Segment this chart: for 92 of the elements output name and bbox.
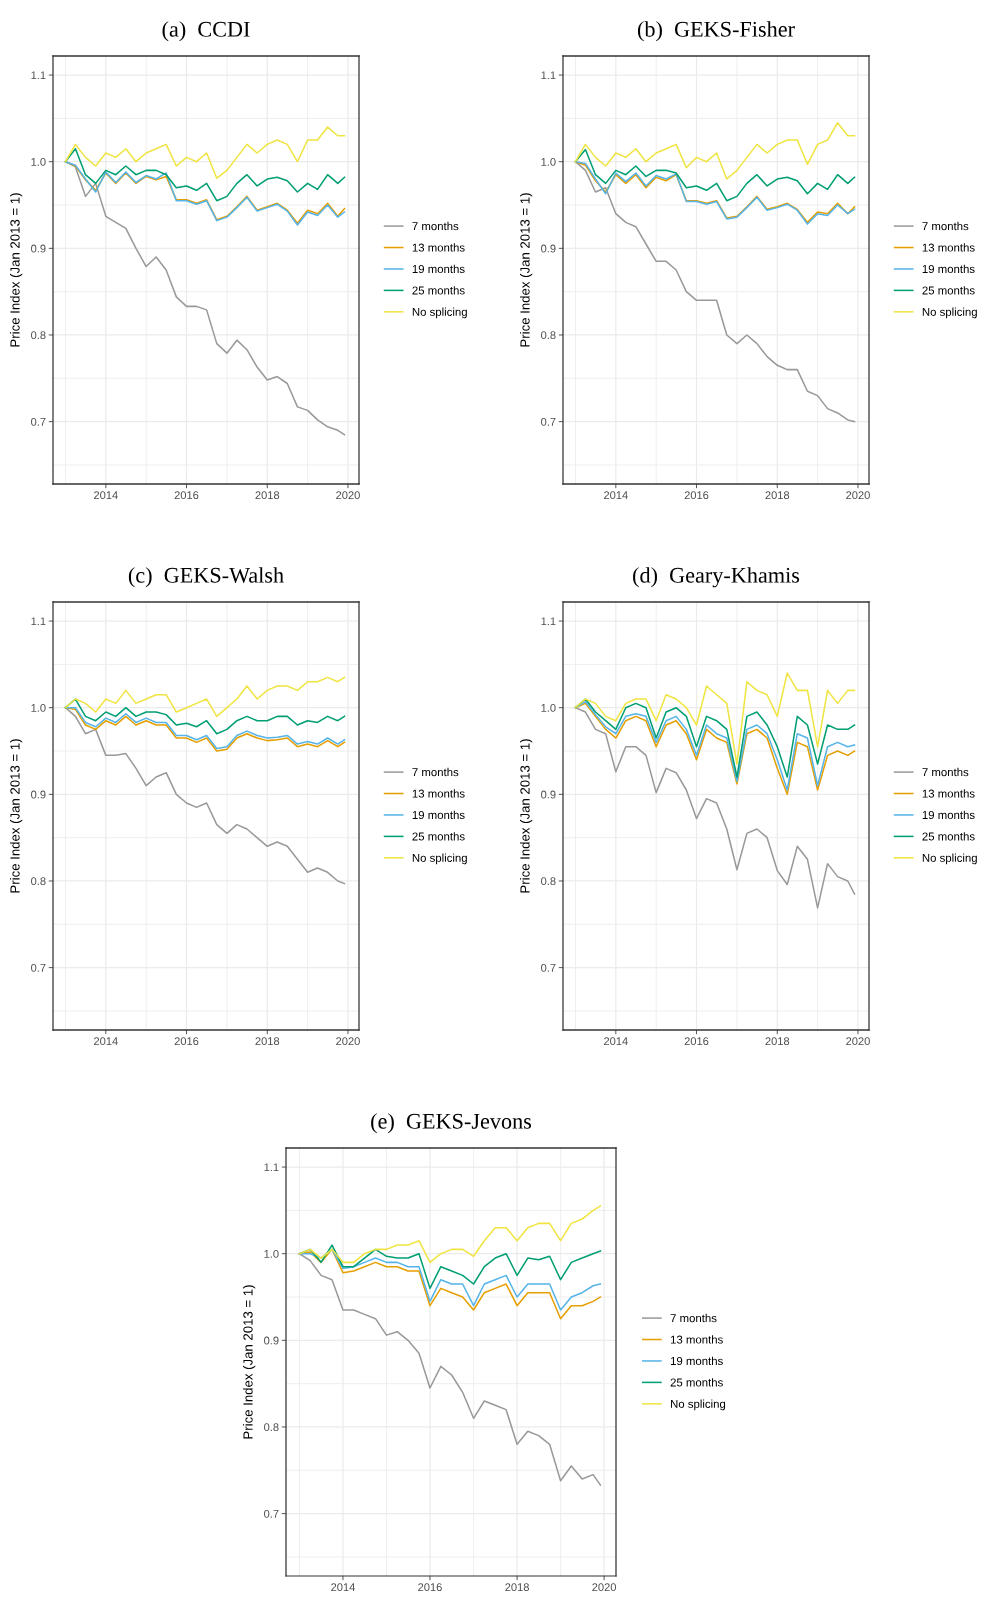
line-series: [64, 126, 346, 179]
y-axis-title: Price Index (Jan 2013 = 1): [519, 193, 533, 347]
y-tick-label: 0.8: [541, 877, 556, 886]
x-tick-label: 2020: [592, 1583, 617, 1592]
x-tick-label: 2014: [604, 1037, 628, 1046]
y-tick-label: 0.9: [31, 790, 46, 799]
y-axis-title: Price Index (Jan 2013 = 1): [519, 739, 533, 893]
y-tick-label: 1.1: [541, 71, 556, 80]
y-tick-label: 0.9: [541, 790, 556, 799]
legend-label: No splicing: [922, 307, 977, 319]
legend-label: 25 months: [412, 832, 465, 841]
x-tick-label: 2018: [255, 1037, 280, 1046]
legend-label: 7 months: [412, 767, 459, 777]
legend-label: No splicing: [412, 853, 467, 865]
y-tick-label: 0.7: [541, 417, 556, 426]
x-tick-label: 2020: [336, 1037, 360, 1046]
legend-label: 19 months: [922, 264, 975, 274]
y-tick-label: 0.9: [541, 244, 556, 253]
line-series: [64, 706, 346, 885]
y-tick-label: 1.1: [264, 1163, 279, 1172]
y-tick-label: 0.8: [541, 331, 556, 340]
y-tick-label: 0.7: [541, 963, 556, 972]
legend-label: 7 months: [670, 1313, 717, 1323]
legend-label: 25 months: [412, 286, 465, 295]
y-tick-label: 1.0: [264, 1249, 279, 1258]
y-tick-label: 1.1: [31, 71, 46, 80]
y-tick-label: 0.8: [31, 331, 46, 340]
legend-label: 25 months: [922, 832, 975, 841]
legend-label: 13 months: [922, 243, 975, 252]
y-tick-label: 0.7: [31, 417, 46, 426]
chart-title: (b) GEKS-Fisher: [637, 21, 795, 42]
chart-title: (a) CCDI: [162, 21, 250, 42]
legend-label: 19 months: [412, 264, 465, 274]
x-tick-label: 2018: [765, 1037, 790, 1046]
legend-label: No splicing: [922, 853, 977, 865]
y-tick-label: 1.0: [31, 703, 46, 712]
x-tick-label: 2020: [336, 491, 360, 500]
legend-label: No splicing: [671, 1399, 726, 1411]
y-tick-label: 1.1: [541, 617, 556, 626]
legend-label: 25 months: [922, 286, 975, 295]
line-series: [574, 706, 856, 909]
x-tick-label: 2018: [255, 491, 280, 500]
y-axis-title: Price Index (Jan 2013 = 1): [242, 1285, 256, 1439]
x-tick-label: 2020: [846, 1037, 870, 1046]
y-tick-label: 0.9: [264, 1336, 279, 1345]
y-tick-label: 0.7: [264, 1509, 279, 1518]
legend-label: 13 months: [922, 789, 975, 798]
legend-label: 7 months: [412, 221, 459, 231]
x-tick-label: 2014: [331, 1583, 355, 1592]
line-series: [298, 1252, 602, 1486]
legend-label: 13 months: [670, 1335, 723, 1344]
x-tick-label: 2016: [174, 491, 199, 500]
legend-label: 13 months: [412, 243, 465, 252]
y-tick-label: 0.7: [31, 963, 46, 972]
chart-title: (c) GEKS-Walsh: [128, 567, 284, 588]
line-series: [64, 147, 346, 202]
legend-label: 19 months: [670, 1356, 723, 1366]
y-tick-label: 1.0: [541, 703, 556, 712]
y-tick-label: 1.0: [541, 157, 556, 166]
chart-title: (e) GEKS-Jevons: [371, 1113, 532, 1134]
x-tick-label: 2016: [684, 491, 709, 500]
y-tick-label: 0.8: [264, 1423, 279, 1432]
legend-label: 7 months: [922, 221, 969, 231]
legend-label: 13 months: [412, 789, 465, 798]
line-series: [64, 160, 346, 436]
x-tick-label: 2020: [846, 491, 870, 500]
legend-label: 25 months: [670, 1378, 723, 1387]
x-tick-label: 2016: [418, 1583, 442, 1592]
line-series: [574, 672, 856, 765]
y-tick-label: 0.8: [31, 877, 46, 886]
chart-title: (d) Geary-Khamis: [633, 567, 800, 588]
x-tick-label: 2014: [604, 491, 628, 500]
x-tick-label: 2014: [94, 1037, 118, 1046]
line-series: [64, 676, 346, 718]
y-axis-title: Price Index (Jan 2013 = 1): [9, 193, 23, 347]
x-tick-label: 2016: [174, 1037, 199, 1046]
line-series: [298, 1205, 602, 1264]
line-series: [574, 121, 856, 180]
x-tick-label: 2014: [94, 491, 118, 500]
x-tick-label: 2018: [505, 1583, 529, 1592]
legend-label: No splicing: [412, 307, 467, 319]
legend-label: 19 months: [922, 810, 975, 820]
y-tick-label: 1.0: [31, 157, 46, 166]
line-series: [574, 160, 856, 423]
x-tick-label: 2016: [684, 1037, 709, 1046]
y-axis-title: Price Index (Jan 2013 = 1): [9, 739, 23, 893]
y-tick-label: 0.9: [31, 244, 46, 253]
legend-label: 19 months: [412, 810, 465, 820]
legend-label: 7 months: [922, 767, 969, 777]
line-series: [574, 148, 856, 202]
x-tick-label: 2018: [765, 491, 790, 500]
y-tick-label: 1.1: [31, 617, 46, 626]
